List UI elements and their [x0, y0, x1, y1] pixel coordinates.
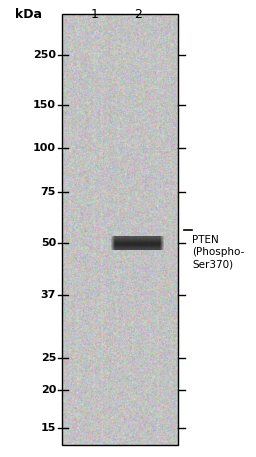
Text: PTEN
(Phospho-
Ser370): PTEN (Phospho- Ser370)	[192, 235, 244, 270]
Text: 37: 37	[41, 290, 56, 300]
Text: 75: 75	[41, 187, 56, 197]
Text: 150: 150	[33, 100, 56, 110]
Text: 1: 1	[91, 8, 99, 21]
Text: 15: 15	[41, 423, 56, 433]
Bar	[62, 14, 178, 445]
Text: 250: 250	[33, 50, 56, 60]
Text: 20: 20	[41, 385, 56, 395]
Text: 50: 50	[41, 238, 56, 248]
Text: 2: 2	[134, 8, 142, 21]
Text: 25: 25	[41, 353, 56, 363]
Text: 100: 100	[33, 143, 56, 153]
Text: kDa: kDa	[15, 8, 41, 21]
